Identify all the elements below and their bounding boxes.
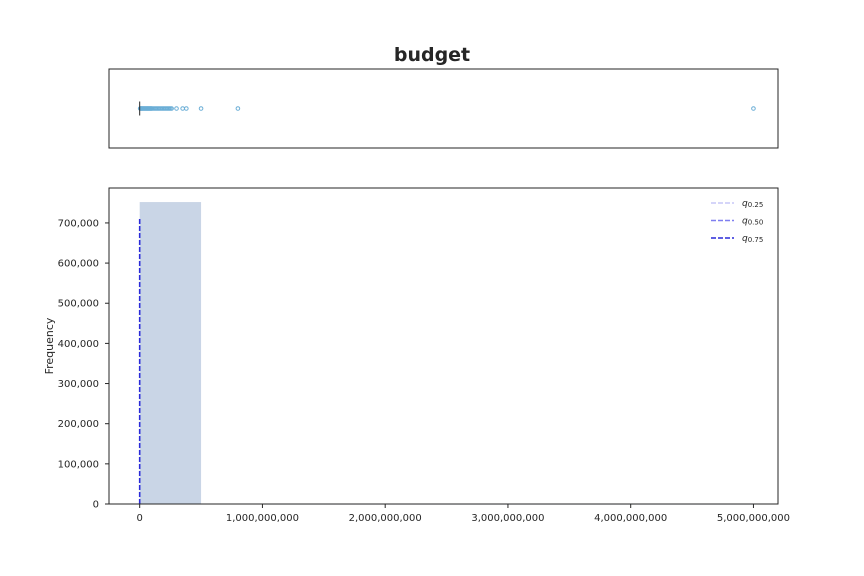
x-tick-label: 0 — [137, 513, 143, 524]
legend-label: q0.25 — [742, 199, 763, 209]
y-axis-ticks: 0 100,000 200,000 300,000 400,000 500,000 600,… — [58, 218, 109, 511]
x-tick-label: 1,000,000,000 — [226, 513, 299, 524]
x-tick-label: 3,000,000,000 — [471, 513, 544, 524]
y-tick-label: 200,000 — [58, 419, 99, 430]
boxplot-outliers — [137, 106, 756, 111]
histogram-bar — [139, 202, 202, 505]
boxplot-panel — [108, 68, 779, 149]
boxplot-outlier — [169, 106, 174, 111]
y-axis-label: Frequency — [43, 317, 56, 374]
y-tick-label: 0 — [93, 500, 99, 511]
boxplot-outlier — [751, 106, 756, 111]
x-tick-label: 5,000,000,000 — [717, 513, 790, 524]
y-tick-label: 300,000 — [58, 379, 99, 390]
y-tick-label: 600,000 — [58, 259, 99, 270]
legend-label: q0.50 — [742, 217, 763, 227]
y-tick-label: 400,000 — [58, 339, 99, 350]
legend-label: q0.75 — [742, 234, 763, 244]
boxplot-outlier — [180, 106, 185, 111]
histogram-panel: 0 1,000,000,000 2,000,000,000 3,000,000,000… — [43, 187, 790, 524]
y-tick-label: 500,000 — [58, 299, 99, 310]
y-tick-label: 700,000 — [58, 218, 99, 229]
x-axis-ticks: 0 1,000,000,000 2,000,000,000 3,000,000,000… — [137, 504, 790, 524]
x-tick-label: 2,000,000,000 — [349, 513, 422, 524]
y-tick-label: 100,000 — [58, 459, 99, 470]
histogram-bars — [139, 202, 754, 505]
boxplot-outlier — [198, 106, 204, 111]
legend: q0.25 q0.50 q0.75 — [711, 199, 763, 244]
boxplot-outlier — [184, 106, 189, 111]
boxplot-outlier — [235, 106, 241, 111]
chart-title: budget — [394, 44, 470, 66]
boxplot-frame — [108, 68, 779, 149]
boxplot-outlier — [174, 106, 179, 111]
histogram-frame — [108, 187, 779, 505]
x-tick-label: 4,000,000,000 — [594, 513, 667, 524]
